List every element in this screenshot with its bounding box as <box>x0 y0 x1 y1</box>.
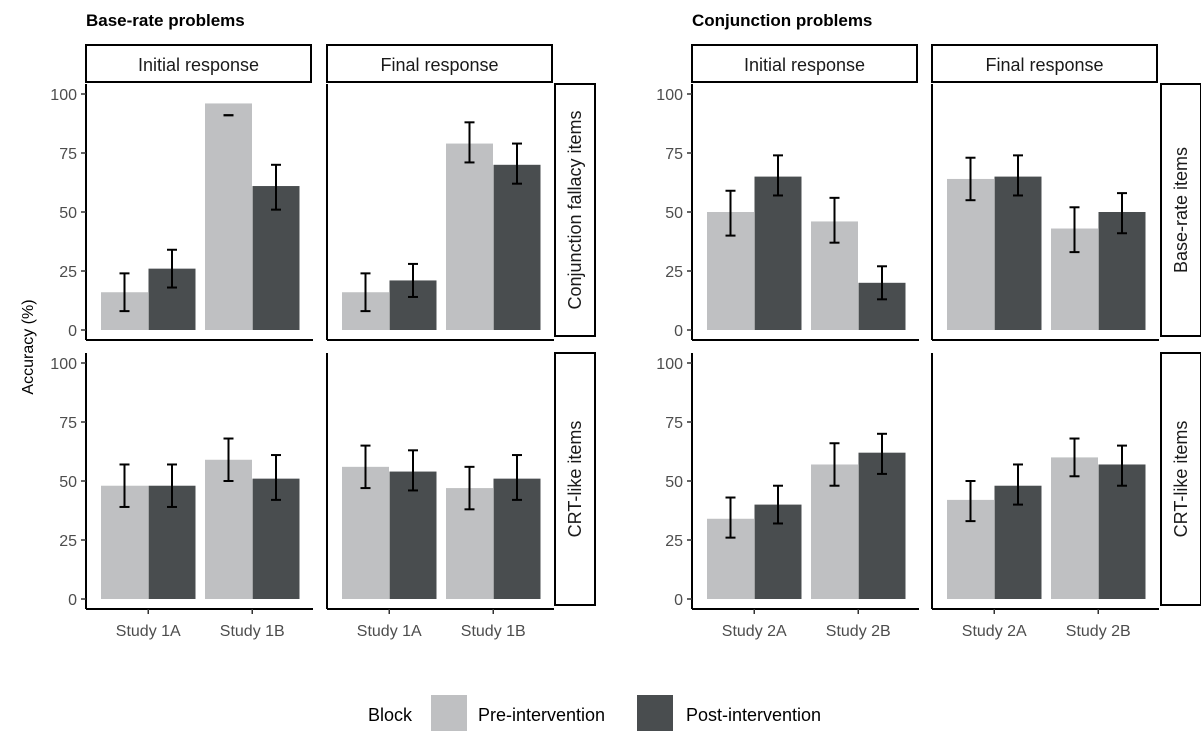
y-tick-label: 100 <box>656 356 683 373</box>
y-tick-label: 25 <box>665 264 683 281</box>
facet-panel <box>931 84 1159 341</box>
y-axis-title: Accuracy (%) <box>20 299 37 394</box>
y-tick-label: 0 <box>68 592 77 609</box>
row-strip-label: CRT-like items <box>1171 421 1191 538</box>
facet-panel: 0 25 50 75 100 Study 2A Study 2B <box>656 353 919 640</box>
y-tick-label: 100 <box>50 87 77 104</box>
y-tick-label: 50 <box>59 474 77 491</box>
legend-label-post-intervention: Post-intervention <box>686 705 821 725</box>
y-tick-label: 75 <box>59 415 77 432</box>
bar-post-intervention <box>1098 464 1146 599</box>
column-strip-label: Final response <box>985 55 1103 75</box>
x-tick-label: Study 1B <box>220 623 285 640</box>
bar-post-intervention <box>858 452 906 599</box>
bar-pre-intervention <box>446 143 493 330</box>
row-strip-label: CRT-like items <box>565 421 585 538</box>
facet-panel <box>326 84 554 341</box>
panels-layer: Initial response Final response Conjunctio… <box>50 44 1201 640</box>
column-strip-label: Final response <box>380 55 498 75</box>
bar-pre-intervention <box>1051 457 1098 599</box>
y-tick-label: 0 <box>674 323 683 340</box>
block-title: Base-rate problems <box>86 11 245 30</box>
block-title-base-rate: Base-rate problems <box>86 11 245 30</box>
column-strip <box>326 44 553 83</box>
x-tick-label: Study 2B <box>1066 623 1131 640</box>
y-tick-label: 75 <box>665 146 683 163</box>
block-title-conjunction: Conjunction problems <box>692 11 872 30</box>
bar-pre-intervention <box>811 464 858 599</box>
row-strip <box>554 352 596 606</box>
bar-pre-intervention <box>205 103 252 330</box>
x-tick-label: Study 1A <box>357 623 422 640</box>
y-tick-label: 75 <box>59 146 77 163</box>
legend: Block Pre-intervention Post-intervention <box>368 695 821 731</box>
column-strip <box>691 44 918 83</box>
y-tick-label: 50 <box>59 205 77 222</box>
legend-label-pre-intervention: Pre-intervention <box>478 705 605 725</box>
x-tick-label: Study 1B <box>461 623 526 640</box>
facet-panel: Study 1A Study 1B <box>326 353 554 640</box>
x-tick-label: Study 2A <box>962 623 1027 640</box>
y-tick-label: 100 <box>50 356 77 373</box>
y-tick-label: 75 <box>665 415 683 432</box>
block-title: Conjunction problems <box>692 11 872 30</box>
bar-post-intervention <box>389 471 437 599</box>
legend-key-pre-intervention <box>431 695 467 731</box>
bar-post-intervention <box>493 164 541 330</box>
row-strip <box>1160 352 1201 606</box>
y-tick-label: 0 <box>68 323 77 340</box>
legend-key-post-intervention <box>637 695 673 731</box>
bar-pre-intervention <box>205 459 252 599</box>
facet-panel: 0 25 50 75 100 <box>50 84 313 341</box>
y-tick-label: 50 <box>665 474 683 491</box>
row-strip <box>554 83 596 337</box>
facet-panel: 0 25 50 75 100 Study 1A Study 1B <box>50 353 313 640</box>
y-tick-label: 25 <box>59 533 77 550</box>
x-tick-label: Study 2A <box>722 623 787 640</box>
column-strip-label: Initial response <box>744 55 865 75</box>
bar-post-intervention <box>994 176 1042 330</box>
y-tick-label: 0 <box>674 592 683 609</box>
facet-panel: 0 25 50 75 100 <box>656 84 919 341</box>
row-strip-label: Conjunction fallacy items <box>565 110 585 309</box>
column-strip <box>931 44 1158 83</box>
facet-block: Initial response Final response Base-rate … <box>656 44 1201 640</box>
facet-block: Initial response Final response Conjunctio… <box>50 44 596 640</box>
row-strip-label: Base-rate items <box>1171 147 1191 273</box>
bar-post-intervention <box>754 176 802 330</box>
column-strip <box>85 44 312 83</box>
facet-panel: Study 2A Study 2B <box>931 353 1159 640</box>
y-axis-label: Accuracy (%) <box>20 299 37 394</box>
y-tick-label: 25 <box>665 533 683 550</box>
x-tick-label: Study 1A <box>116 623 181 640</box>
column-strip-label: Initial response <box>138 55 259 75</box>
y-tick-label: 25 <box>59 264 77 281</box>
y-tick-label: 100 <box>656 87 683 104</box>
row-strip <box>1160 83 1201 337</box>
x-tick-label: Study 2B <box>826 623 891 640</box>
bar-pre-intervention <box>947 178 994 330</box>
legend-title: Block <box>368 705 413 725</box>
y-tick-label: 50 <box>665 205 683 222</box>
